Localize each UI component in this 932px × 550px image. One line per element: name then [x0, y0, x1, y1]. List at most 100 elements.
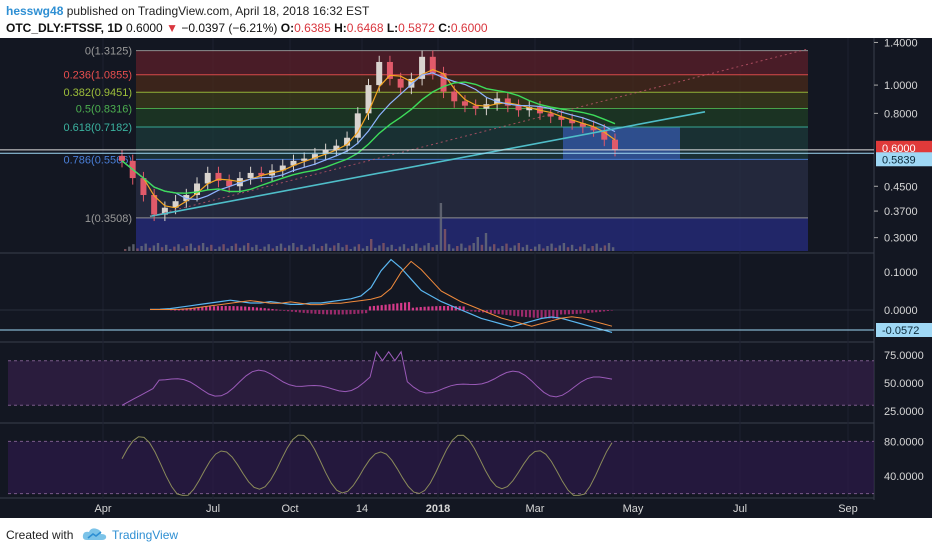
volume-bar: [226, 248, 229, 251]
chart-canvas[interactable]: 0(1.3125) 0.236(1.0855) 0.382(0.9451) 0.5(0…: [0, 38, 932, 518]
candle-body: [279, 165, 286, 171]
price-badge-0: [876, 140, 932, 155]
candle-body: [204, 172, 211, 184]
volume-bar: [501, 246, 504, 251]
volume-bar: [398, 246, 402, 251]
macd-histogram-bar: [365, 310, 368, 314]
macd-histogram-bar: [587, 310, 590, 314]
volume-bar: [566, 247, 570, 251]
macd-histogram-bar: [556, 310, 559, 319]
macd-histogram-bar: [302, 310, 305, 313]
publish-text: published on TradingView.com, April 18, …: [66, 4, 370, 18]
time-tick-label: Sep: [838, 503, 858, 515]
candle-body: [429, 56, 436, 74]
volume-bar: [570, 244, 574, 251]
macd-histogram-bar: [474, 310, 477, 312]
volume-bar: [288, 245, 291, 251]
volume-bar: [312, 244, 315, 251]
macd-histogram-bar: [521, 310, 524, 317]
volume-bar: [476, 237, 479, 251]
volume-bar: [607, 243, 611, 251]
macd-histogram-bar: [599, 310, 602, 312]
candle-body: [258, 172, 265, 176]
rsi-band: [8, 360, 874, 406]
macd-histogram-bar: [380, 305, 383, 311]
macd-histogram-bar: [255, 307, 258, 311]
volume-bar: [324, 243, 328, 251]
macd-histogram-bar: [294, 310, 297, 313]
author-link[interactable]: hesswg48: [6, 4, 64, 18]
macd-histogram-bar: [443, 306, 446, 311]
macd-histogram-bar: [536, 310, 539, 318]
volume-bar: [128, 246, 131, 251]
macd-histogram-bar: [326, 310, 329, 315]
macd-histogram-bar: [368, 306, 372, 311]
price-tick-label: 1.4000: [884, 38, 918, 49]
macd-histogram-bar: [384, 304, 387, 311]
macd-histogram-bar: [290, 310, 294, 312]
stoch-tick-label: 40.0000: [884, 471, 924, 483]
macd-histogram-bar: [583, 310, 586, 314]
macd-histogram-bar: [439, 306, 442, 311]
macd-histogram-bar: [602, 310, 606, 312]
fib-zone-4: [136, 127, 808, 160]
macd-value-text: -0.0572: [882, 325, 919, 337]
volume-bar: [542, 248, 545, 251]
volume-bar: [460, 243, 463, 251]
volume-bar: [124, 249, 127, 251]
volume-bar: [374, 247, 377, 251]
low-value: 0.5872: [398, 21, 435, 35]
publish-line: hesswg48 published on TradingView.com, A…: [6, 4, 369, 18]
volume-bar: [427, 243, 430, 251]
macd-histogram-bar: [170, 310, 173, 311]
volume-bar: [169, 249, 172, 251]
macd-histogram-bar: [337, 310, 340, 315]
candle-body: [215, 172, 222, 181]
rsi-line: [121, 350, 613, 406]
volume-bar: [275, 246, 279, 251]
volume-bar: [144, 243, 147, 251]
volume-bar: [185, 246, 188, 251]
macd-histogram-bar: [462, 306, 465, 311]
volume-bar: [591, 246, 594, 251]
macd-line: [149, 258, 613, 333]
time-tick-label: Oct: [281, 503, 298, 515]
volume-bar: [443, 229, 447, 251]
macd-histogram-bar: [205, 306, 208, 311]
macd-histogram-bar: [345, 310, 348, 315]
rsi-tick-label: 75.0000: [884, 350, 924, 362]
down-triangle-icon: ▼: [166, 21, 178, 35]
macd-histogram-bar: [361, 310, 364, 314]
volume-bar: [263, 246, 266, 251]
moving-average-fast: [121, 68, 616, 209]
macd-histogram-bar: [216, 306, 219, 311]
high-label: H:: [334, 21, 347, 35]
macd-histogram-bar: [181, 308, 184, 311]
macd-histogram-bar: [376, 305, 379, 311]
macd-histogram-bar: [505, 310, 508, 316]
macd-histogram-bar: [606, 310, 609, 311]
candle-body: [119, 155, 125, 161]
tradingview-brand-link[interactable]: TradingView: [112, 528, 179, 542]
volume-bar: [488, 246, 492, 251]
macd-histogram-bar: [251, 307, 255, 311]
candle-body: [151, 195, 158, 215]
candle-body: [419, 56, 426, 79]
candle-body: [569, 119, 576, 124]
volume-bar: [456, 246, 459, 251]
ohlc-line: OTC_DLY:FTSSF, 1D 0.6000 ▼ −0.0397 (−6.2…: [6, 21, 488, 35]
candle-body: [333, 145, 340, 150]
macd-histogram-bar: [466, 310, 469, 312]
volume-bar: [546, 246, 549, 251]
volume-bar: [513, 245, 516, 251]
candle-body: [376, 61, 383, 86]
volume-bar: [177, 244, 180, 251]
candle-body: [515, 105, 522, 111]
volume-bar: [603, 245, 607, 251]
macd-histogram-bar: [493, 310, 496, 314]
macd-histogram-bar: [318, 310, 321, 315]
macd-histogram-bar: [411, 307, 414, 311]
candle-body: [354, 113, 361, 138]
volume-bar: [599, 247, 602, 251]
volume-bar: [394, 249, 397, 251]
